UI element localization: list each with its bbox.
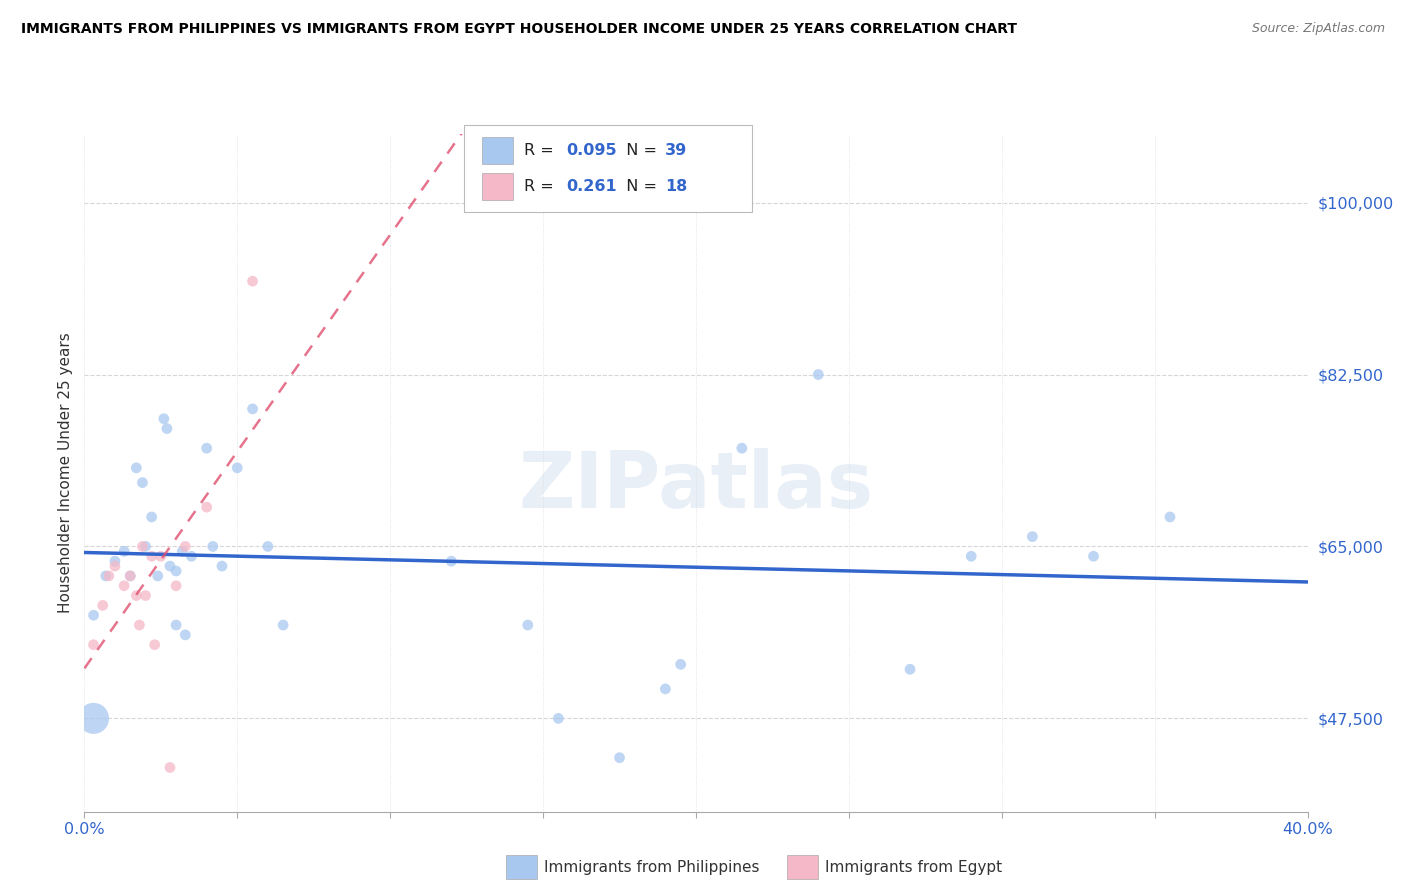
Text: 18: 18 — [665, 179, 688, 194]
Point — [195, 500, 218, 515]
Text: Immigrants from Egypt: Immigrants from Egypt — [825, 860, 1002, 874]
Point — [1083, 549, 1105, 564]
Text: 39: 39 — [665, 144, 688, 158]
Point — [135, 540, 157, 554]
Point — [609, 750, 631, 764]
Point — [120, 569, 142, 583]
Point — [271, 618, 294, 632]
Text: N =: N = — [616, 144, 662, 158]
Y-axis label: Householder Income Under 25 years: Householder Income Under 25 years — [58, 333, 73, 613]
Point — [226, 460, 249, 475]
Point — [257, 540, 280, 554]
Point — [165, 564, 187, 578]
Point — [153, 411, 176, 425]
Text: R =: R = — [524, 144, 560, 158]
Point — [97, 569, 120, 583]
Point — [156, 421, 179, 435]
Point — [211, 559, 233, 574]
Point — [731, 441, 754, 455]
Point — [1159, 510, 1181, 524]
Point — [172, 544, 194, 558]
Point — [128, 618, 150, 632]
Point — [807, 368, 830, 382]
Point — [174, 628, 197, 642]
Point — [165, 579, 187, 593]
Point — [165, 618, 187, 632]
Point — [104, 554, 127, 568]
Point — [131, 475, 153, 490]
Point — [1021, 530, 1043, 544]
Text: IMMIGRANTS FROM PHILIPPINES VS IMMIGRANTS FROM EGYPT HOUSEHOLDER INCOME UNDER 25: IMMIGRANTS FROM PHILIPPINES VS IMMIGRANT… — [21, 22, 1017, 37]
Point — [131, 540, 153, 554]
Point — [143, 638, 166, 652]
Point — [516, 618, 538, 632]
Point — [440, 554, 463, 568]
Point — [159, 760, 181, 774]
Point — [159, 559, 181, 574]
Point — [94, 569, 117, 583]
Point — [120, 569, 142, 583]
Point — [898, 662, 921, 676]
Point — [135, 589, 157, 603]
Point — [141, 549, 163, 564]
Point — [141, 510, 163, 524]
Point — [83, 638, 105, 652]
Point — [654, 681, 676, 696]
Point — [195, 441, 218, 455]
Point — [112, 544, 135, 558]
Point — [174, 540, 197, 554]
Point — [104, 559, 127, 574]
Text: 0.261: 0.261 — [567, 179, 617, 194]
Point — [547, 711, 569, 725]
Text: 0.095: 0.095 — [567, 144, 617, 158]
Point — [669, 657, 692, 672]
Point — [112, 579, 135, 593]
Point — [960, 549, 983, 564]
Point — [201, 540, 224, 554]
Text: R =: R = — [524, 179, 560, 194]
Text: Immigrants from Philippines: Immigrants from Philippines — [544, 860, 759, 874]
Point — [242, 401, 264, 416]
Point — [242, 274, 264, 288]
Point — [125, 460, 148, 475]
Text: ZIPatlas: ZIPatlas — [519, 449, 873, 524]
Point — [180, 549, 202, 564]
Text: Source: ZipAtlas.com: Source: ZipAtlas.com — [1251, 22, 1385, 36]
Point — [146, 569, 169, 583]
Point — [91, 599, 114, 613]
Text: N =: N = — [616, 179, 662, 194]
Point — [83, 608, 105, 623]
Point — [125, 589, 148, 603]
Point — [149, 549, 172, 564]
Point — [83, 711, 105, 725]
